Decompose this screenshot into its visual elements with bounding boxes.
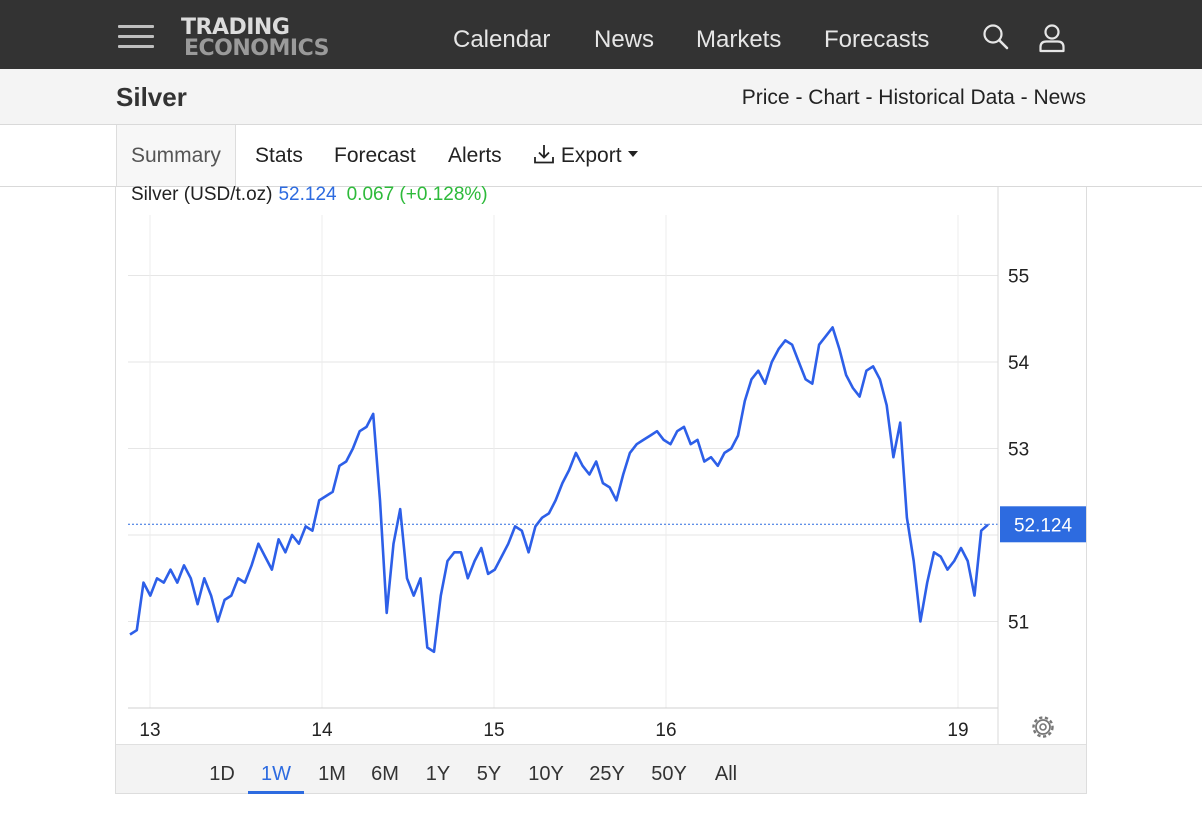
tabs-bar: Summary Stats Forecast Alerts Export — [0, 125, 1202, 187]
page-title: Silver — [116, 82, 187, 112]
instrument-name: Silver (USD/t.oz) — [131, 184, 273, 205]
x-tick-label: 16 — [655, 720, 676, 741]
chart-plot — [128, 326, 998, 654]
nav-calendar[interactable]: Calendar — [453, 26, 551, 53]
range-1m[interactable]: 1M — [318, 763, 346, 785]
settings-gear-icon[interactable] — [1032, 716, 1054, 738]
range-50y[interactable]: 50Y — [651, 763, 687, 785]
nav-news[interactable]: News — [594, 26, 655, 53]
range-6m[interactable]: 6M — [371, 763, 399, 785]
last-price-tag — [1000, 506, 1086, 543]
x-tick-label: 14 — [311, 720, 333, 741]
nav-markets[interactable]: Markets — [696, 26, 782, 53]
tab-summary[interactable]: Summary — [116, 125, 236, 186]
logo-line2: ECONOMICS — [184, 36, 329, 61]
range-1w[interactable]: 1W — [248, 745, 304, 794]
download-icon — [534, 145, 554, 164]
y-tick-label: 54 — [1008, 353, 1030, 374]
top-navigation-bar: TRADING ECONOMICS Calendar News Markets … — [0, 0, 1202, 69]
user-icon[interactable] — [1038, 23, 1066, 58]
x-tick-label: 13 — [139, 720, 160, 741]
x-tick-label: 15 — [483, 720, 504, 741]
nav-forecasts[interactable]: Forecasts — [824, 26, 930, 53]
caret-down-icon — [628, 151, 639, 157]
quote-line: Silver (USD/t.oz) 52.124 0.067 (+0.128%) — [131, 184, 488, 206]
range-1y[interactable]: 1Y — [425, 763, 451, 785]
logo-line1: TRADING — [181, 15, 290, 40]
range-5y[interactable]: 5Y — [476, 763, 502, 785]
last-price-label: 52.124 — [1014, 515, 1073, 536]
current-price: 52.124 — [278, 184, 337, 205]
tab-export[interactable]: Export — [533, 125, 639, 186]
hamburger-menu-icon[interactable] — [118, 23, 154, 51]
page-header: Silver Price - Chart - Historical Data -… — [0, 69, 1202, 125]
range-1d[interactable]: 1D — [209, 763, 235, 785]
silver-price-line — [129, 326, 989, 654]
price-change: 0.067 (+0.128%) — [346, 184, 488, 205]
range-10y[interactable]: 10Y — [528, 763, 564, 785]
tab-alerts[interactable]: Alerts — [448, 144, 502, 167]
y-tick-label: 55 — [1008, 267, 1029, 288]
export-label: Export — [560, 144, 622, 167]
chart-grid — [128, 215, 998, 708]
tab-forecast[interactable]: Forecast — [334, 144, 416, 167]
x-tick-label: 19 — [947, 720, 968, 741]
y-tick-label: 51 — [1008, 613, 1029, 634]
chart-axes: 51 53 54 55 13 14 15 16 19 52.124 — [128, 187, 1086, 744]
y-tick-label: 53 — [1008, 440, 1029, 461]
logo[interactable]: TRADING ECONOMICS — [181, 15, 329, 61]
tab-stats[interactable]: Stats — [255, 144, 303, 167]
search-icon[interactable] — [982, 23, 1010, 56]
range-all[interactable]: All — [714, 763, 738, 785]
range-25y[interactable]: 25Y — [589, 763, 625, 785]
chart-container — [115, 187, 1087, 794]
range-selector: 1D 1W 1M 6M 1Y 5Y 10Y 25Y 50Y All — [116, 744, 1086, 794]
page-subnav[interactable]: Price - Chart - Historical Data - News — [741, 86, 1086, 109]
